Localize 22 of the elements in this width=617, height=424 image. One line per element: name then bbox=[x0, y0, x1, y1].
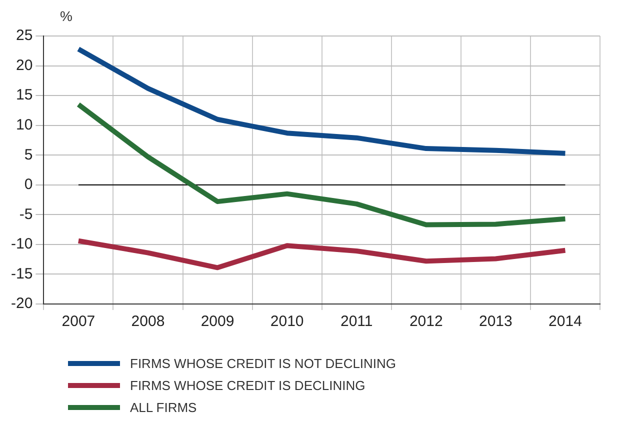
y-axis-title: % bbox=[60, 8, 74, 24]
y-tick-label: 10 bbox=[16, 116, 33, 134]
y-tick-label: -5 bbox=[19, 206, 33, 223]
legend-label: ALL FIRMS bbox=[130, 400, 197, 414]
y-tick-label: -15 bbox=[10, 265, 33, 282]
x-tick-label: 2011 bbox=[340, 313, 373, 330]
legend-label: FIRMS WHOSE CREDIT IS NOT DECLINING bbox=[130, 356, 396, 370]
x-tick-label: 2009 bbox=[200, 313, 234, 330]
x-tick-label: 2010 bbox=[270, 313, 304, 330]
y-tick-label: 15 bbox=[16, 86, 33, 104]
y-tick-label: 5 bbox=[24, 146, 33, 164]
legend-label: FIRMS WHOSE CREDIT IS DECLINING bbox=[130, 378, 366, 392]
x-tick-label: 2007 bbox=[62, 313, 96, 330]
x-tick-label: 2014 bbox=[548, 313, 582, 330]
y-tick-label: -10 bbox=[10, 236, 33, 253]
x-tick-label: 2008 bbox=[131, 313, 165, 330]
y-tick-label: 25 bbox=[16, 27, 33, 44]
y-tick-label: 20 bbox=[16, 56, 33, 74]
x-tick-label: 2012 bbox=[409, 313, 443, 330]
y-tick-label: -20 bbox=[10, 295, 33, 312]
y-tick-label: 0 bbox=[24, 176, 33, 194]
x-tick-label: 2013 bbox=[479, 313, 512, 330]
